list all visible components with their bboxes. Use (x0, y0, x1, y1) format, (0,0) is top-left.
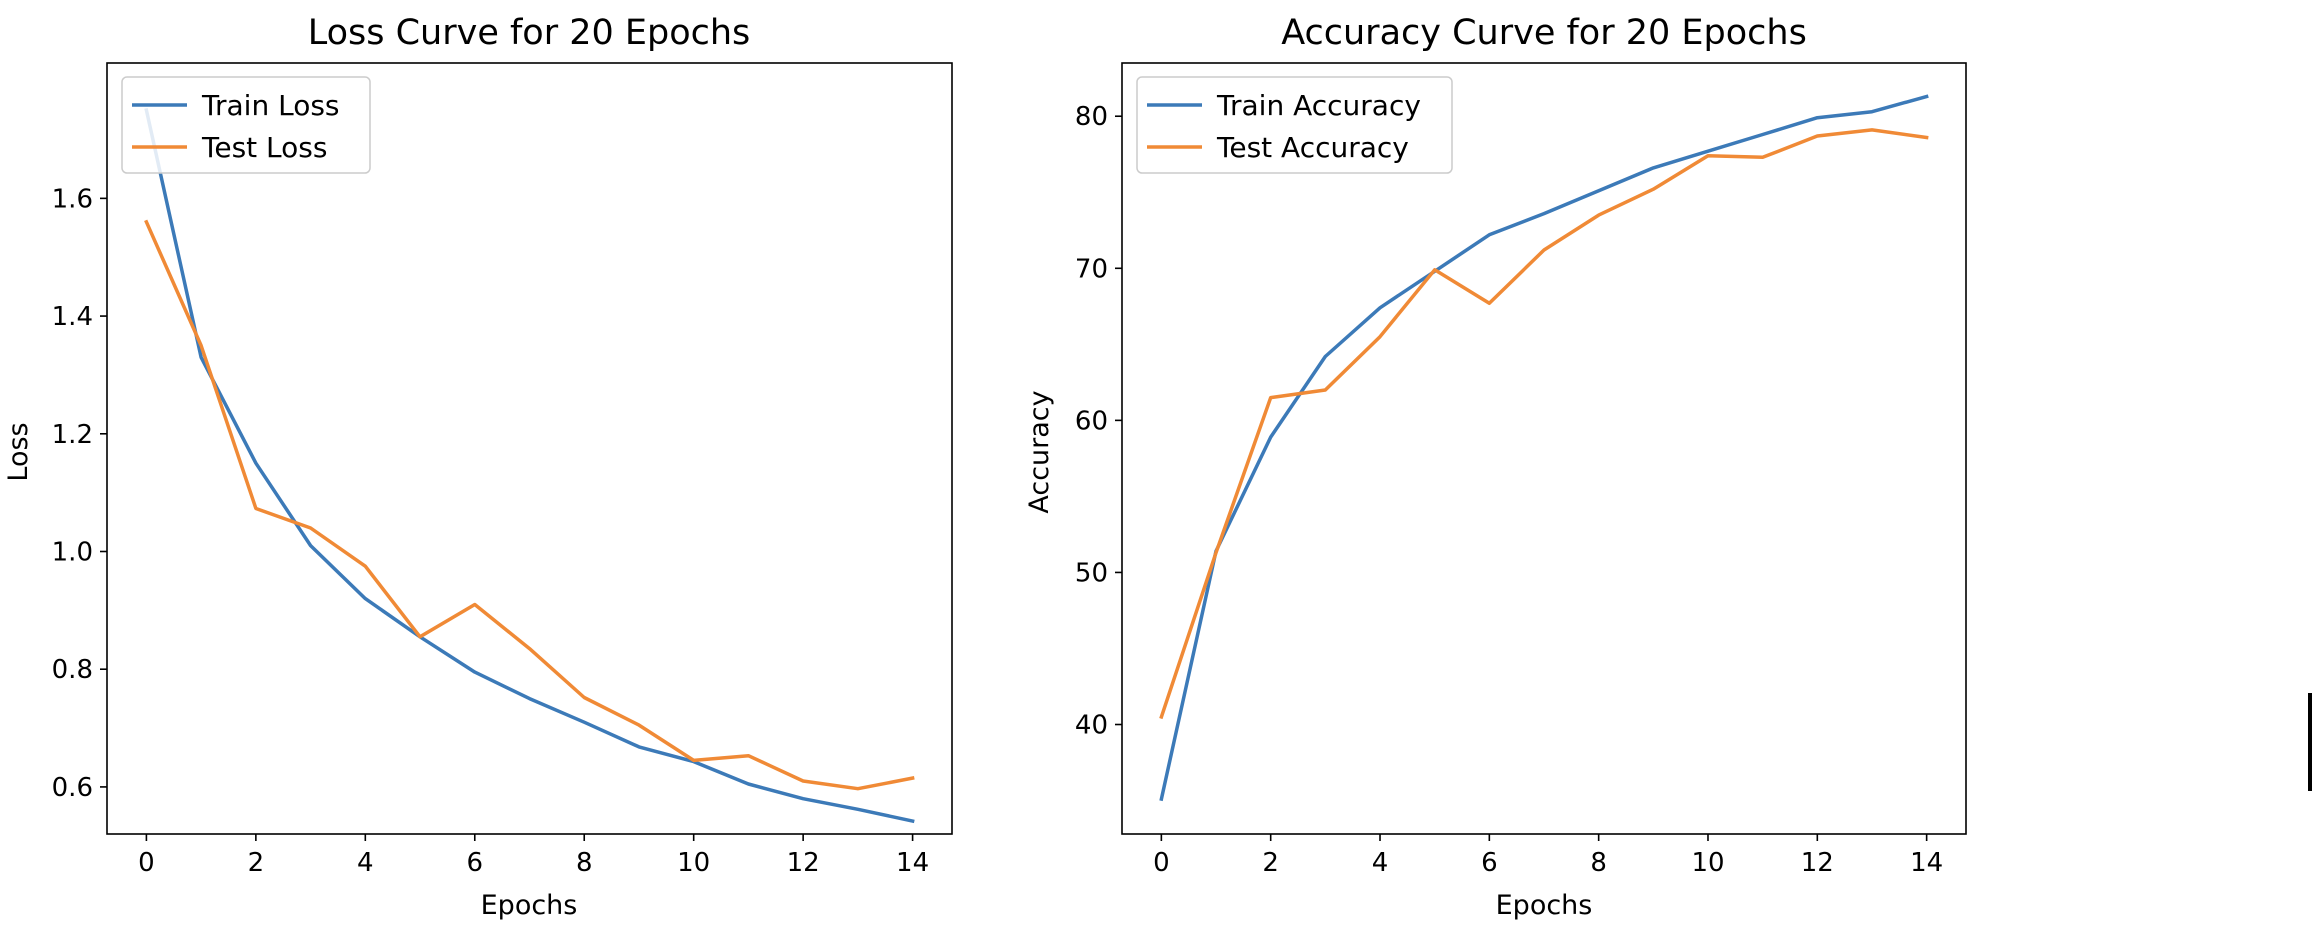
x-tick-label: 14 (1910, 848, 1943, 878)
x-axis-label: Epochs (481, 890, 578, 921)
x-axis-label: Epochs (1496, 890, 1593, 921)
series-line-train (1159, 94, 1929, 802)
x-tick-label: 14 (896, 848, 929, 878)
x-tick-label: 0 (138, 848, 155, 878)
x-tick-label: 10 (677, 848, 710, 878)
x-tick-label: 8 (1590, 848, 1607, 878)
legend-box (1136, 76, 1453, 174)
plot-frame (1121, 62, 1967, 835)
x-tick-label: 12 (1801, 848, 1834, 878)
x-tick-label: 6 (466, 848, 483, 878)
y-axis-label: Loss (3, 422, 34, 481)
x-tick-label: 10 (1691, 848, 1724, 878)
chart-title: Accuracy Curve for 20 Epochs (1281, 13, 1807, 53)
chart-title: Loss Curve for 20 Epochs (308, 13, 751, 53)
x-tick-label: 2 (248, 848, 265, 878)
y-tick-label: 1.2 (52, 420, 93, 450)
y-axis-label: Accuracy (1024, 390, 1055, 513)
y-tick-label: 80 (1075, 102, 1108, 132)
edge-mark (2308, 693, 2312, 791)
y-tick-label: 1.0 (52, 537, 93, 567)
y-tick-label: 40 (1075, 711, 1108, 741)
legend-label: Train Accuracy (1216, 89, 1421, 122)
y-tick-label: 70 (1075, 254, 1108, 284)
series-line-test (1159, 128, 1929, 720)
x-tick-label: 0 (1153, 848, 1170, 878)
plot-frame (106, 62, 953, 835)
y-tick-label: 50 (1075, 558, 1108, 588)
y-tick-label: 0.8 (52, 655, 93, 685)
legend-box (121, 76, 371, 174)
y-tick-label: 1.6 (52, 184, 93, 214)
y-tick-label: 1.4 (52, 302, 93, 332)
series-line-train (144, 108, 915, 824)
x-tick-label: 12 (787, 848, 820, 878)
x-tick-label: 4 (1372, 848, 1389, 878)
x-tick-label: 8 (576, 848, 593, 878)
x-tick-label: 2 (1262, 848, 1279, 878)
x-tick-label: 6 (1481, 848, 1498, 878)
loss-chart: Loss Curve for 20 Epochs Epochs Loss 0 2 4… (3, 13, 953, 921)
series-line-test (144, 219, 915, 791)
legend-label: Test Loss (201, 131, 327, 164)
accuracy-chart: Accuracy Curve for 20 Epochs Epochs Accu… (1024, 13, 1967, 921)
legend-label: Train Loss (201, 89, 340, 122)
y-tick-label: 0.6 (52, 773, 93, 803)
legend-label: Test Accuracy (1216, 131, 1409, 164)
y-tick-label: 60 (1075, 406, 1108, 436)
x-tick-label: 4 (357, 848, 374, 878)
